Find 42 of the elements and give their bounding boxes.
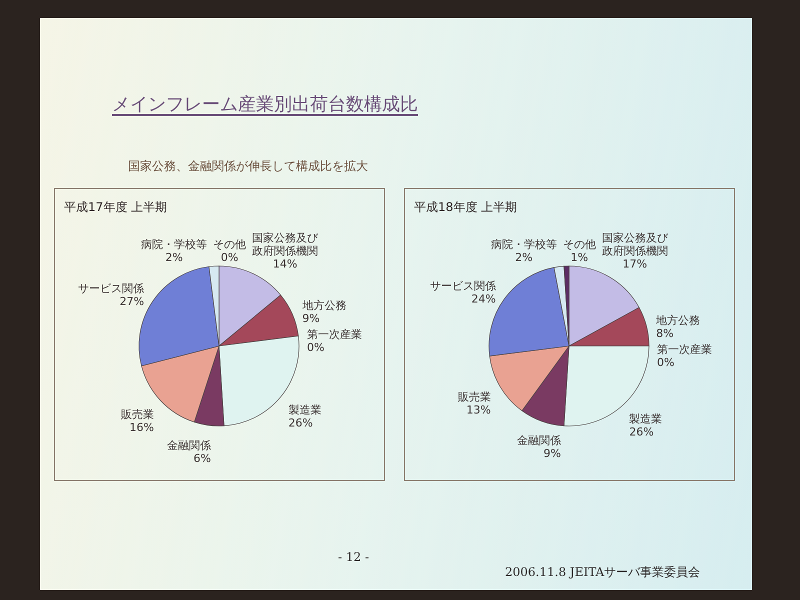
text: 0%: [220, 251, 238, 264]
category-label: 第一次産業: [657, 342, 712, 356]
slice-label: 病院・学校等: [141, 238, 208, 251]
data-label: 27%: [120, 295, 144, 308]
data-label: 26%: [629, 426, 654, 439]
text: メインフレーム産業別出荷台数構成比: [112, 93, 418, 116]
slice-label: サービス関係: [430, 280, 496, 293]
text: 0%: [657, 356, 674, 369]
slice-label: 金融関係: [517, 434, 561, 448]
slice-label: 病院・学校等: [490, 238, 557, 251]
slice-label: 販売業: [121, 408, 154, 422]
data-label: 1%: [570, 251, 588, 264]
data-label: 14%: [272, 258, 298, 270]
data-label: 16%: [130, 421, 154, 434]
data-label: 9%: [544, 447, 561, 460]
data-label: 2%: [515, 251, 533, 264]
data-label: 9%: [302, 312, 320, 325]
category-label: 第一次産業: [307, 328, 362, 341]
data-label: 6%: [194, 452, 211, 466]
slice-label: サービス関係: [78, 282, 144, 296]
data-label: 24%: [471, 292, 496, 306]
slice-label: 地方公務: [301, 298, 346, 312]
category-label: その他: [213, 238, 246, 251]
slice-label: 製造業: [288, 403, 322, 416]
slice-label: 製造業: [629, 412, 662, 426]
slice-label: 金融関係: [167, 439, 211, 452]
slice-label: 国家公務及び政府関係機関: [602, 232, 669, 258]
chart-title: 平成18年度 上半期: [414, 200, 518, 214]
text: 国家公務、金融関係が伸長して構成比を拡大: [128, 158, 368, 175]
text: 2006.11.8 JEITAサーバ事業委員会: [505, 564, 700, 581]
data-label: 2%: [165, 251, 183, 264]
chart-title: 平成17年度 上半期: [64, 200, 168, 214]
slice-label: 地方公務: [655, 314, 700, 327]
data-label: 13%: [466, 403, 491, 416]
data-label: 26%: [288, 416, 313, 430]
data-label: 17%: [622, 258, 648, 270]
data-label: 8%: [656, 326, 674, 340]
slice-label: 国家公務及び政府関係機関: [252, 232, 320, 258]
text: - 12 -: [338, 550, 370, 564]
text: 0%: [307, 340, 324, 354]
slice-label: その他: [562, 238, 596, 251]
slice-label: 販売業: [458, 390, 491, 404]
